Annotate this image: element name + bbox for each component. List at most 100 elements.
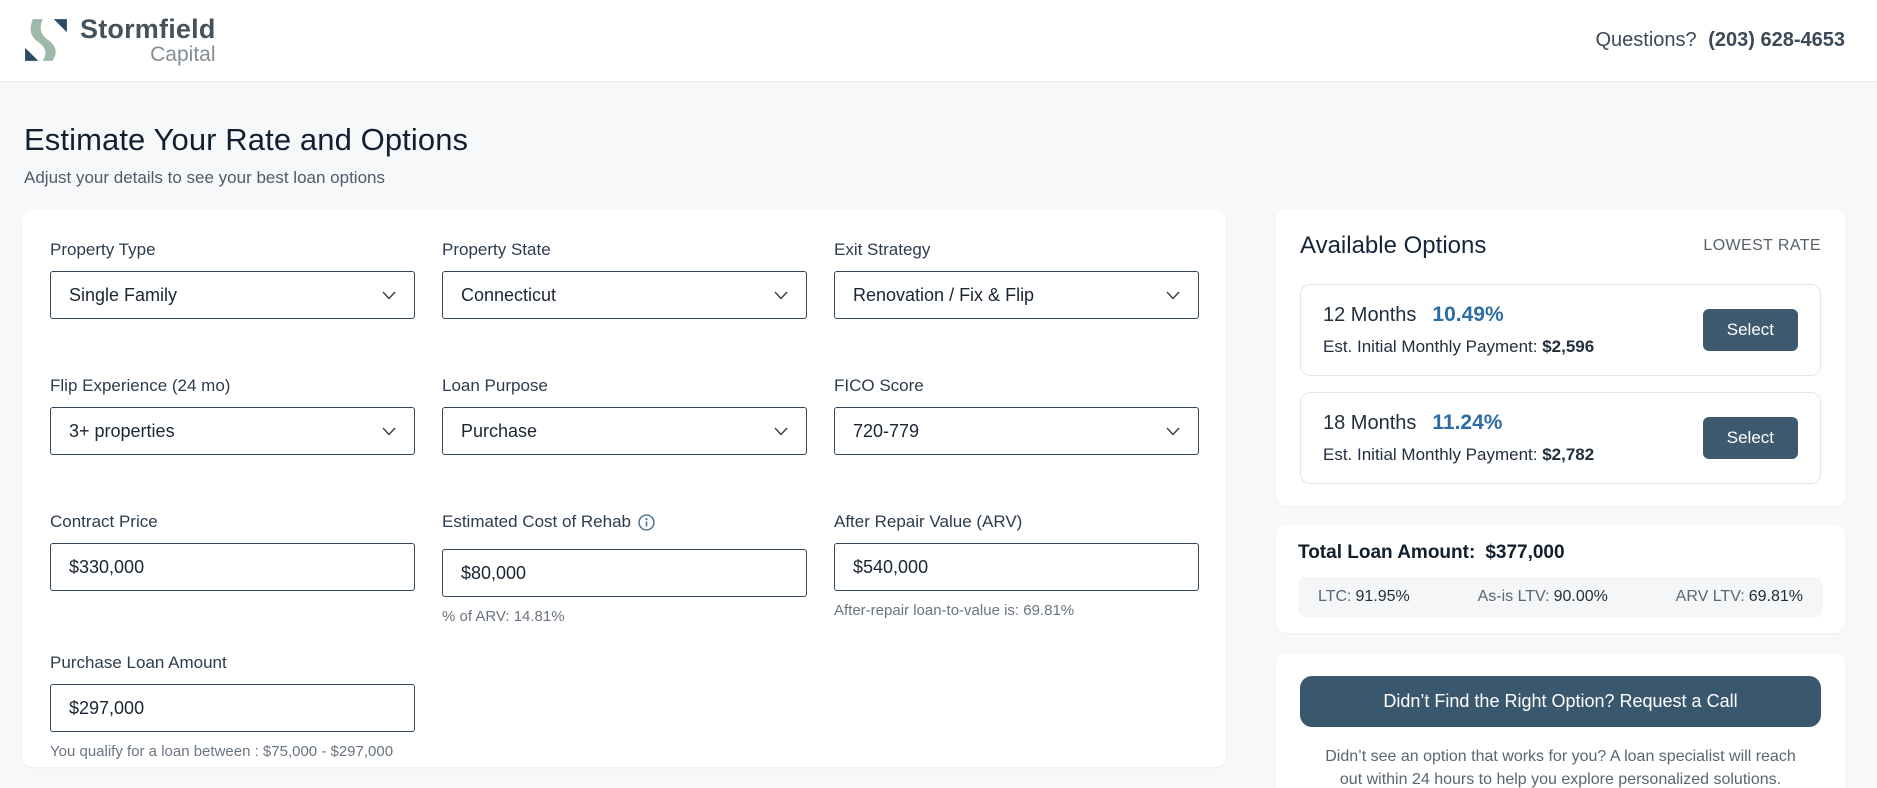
exit-strategy-select[interactable]: Renovation / Fix & Flip xyxy=(834,271,1199,319)
option-payment-label: Est. Initial Monthly Payment: xyxy=(1323,445,1538,464)
option-term-rate: 18 Months 11.24% xyxy=(1323,411,1594,435)
arv-helper: After-repair loan-to-value is: 69.81% xyxy=(834,602,1075,619)
purchase-loan-amount-label: Purchase Loan Amount xyxy=(50,653,227,672)
property-type-value: Single Family xyxy=(69,284,178,305)
brand-name-bottom: Capital xyxy=(150,43,216,67)
arv-input[interactable] xyxy=(834,543,1199,591)
metric-arv-ltv-value: 69.81% xyxy=(1748,588,1803,605)
info-icon[interactable] xyxy=(638,513,655,531)
stormfield-logo-icon xyxy=(25,19,67,62)
select-button-12-months[interactable]: Select xyxy=(1702,309,1798,351)
page-head: Estimate Your Rate and Options Adjust yo… xyxy=(0,82,1877,188)
page-title: Estimate Your Rate and Options xyxy=(24,122,469,157)
contract-price-label: Contract Price xyxy=(50,512,158,531)
available-options-card: Available Options LOWEST RATE 12 Months … xyxy=(1276,210,1845,506)
brand-name-top: Stormfield xyxy=(80,13,216,44)
metric-ltc: LTC: 91.95% xyxy=(1318,588,1410,606)
purchase-loan-amount-input[interactable] xyxy=(50,684,415,732)
field-arv: After Repair Value (ARV) After-repair lo… xyxy=(834,512,1199,625)
option-term: 12 Months xyxy=(1323,304,1417,326)
field-contract-price: Contract Price xyxy=(50,512,415,625)
rehab-cost-input[interactable] xyxy=(442,549,807,597)
brand-wordmark: Stormfield Capital xyxy=(80,13,216,67)
flip-experience-label: Flip Experience (24 mo) xyxy=(50,376,231,395)
option-payment-label: Est. Initial Monthly Payment: xyxy=(1323,337,1538,356)
metric-ltc-label: LTC: xyxy=(1318,588,1352,605)
option-term: 18 Months xyxy=(1323,412,1417,434)
rehab-cost-helper: % of ARV: 14.81% xyxy=(442,608,565,625)
loan-form-card: Property Type Single Family Property Sta… xyxy=(22,210,1226,767)
property-state-value: Connecticut xyxy=(461,284,557,305)
option-details: 18 Months 11.24% Est. Initial Monthly Pa… xyxy=(1323,411,1594,465)
flip-experience-value: 3+ properties xyxy=(69,420,175,441)
options-header: Available Options LOWEST RATE xyxy=(1300,232,1821,260)
total-loan-value: $377,000 xyxy=(1485,542,1565,563)
property-state-select[interactable]: Connecticut xyxy=(442,271,807,319)
questions-contact: Questions? (203) 628-4653 xyxy=(1595,29,1845,52)
metric-asis-ltv-value: 90.00% xyxy=(1553,588,1608,605)
option-payment-value: $2,596 xyxy=(1542,337,1595,356)
chevron-down-icon xyxy=(774,426,788,436)
option-rate: 10.49% xyxy=(1432,303,1504,326)
select-button-18-months[interactable]: Select xyxy=(1702,417,1798,459)
option-payment: Est. Initial Monthly Payment: $2,596 xyxy=(1323,337,1594,357)
property-type-label: Property Type xyxy=(50,240,156,259)
page-subtitle: Adjust your details to see your best loa… xyxy=(24,168,385,187)
flip-experience-select[interactable]: 3+ properties xyxy=(50,407,415,455)
chevron-down-icon xyxy=(1166,426,1180,436)
ltv-metrics-strip: LTC: 91.95% As-is LTV: 90.00% ARV LTV: 69.8… xyxy=(1298,577,1823,617)
option-payment-value: $2,782 xyxy=(1542,445,1595,464)
fico-score-select[interactable]: 720-779 xyxy=(834,407,1199,455)
sort-label: LOWEST RATE xyxy=(1703,237,1821,254)
rehab-cost-label-text: Estimated Cost of Rehab xyxy=(442,512,631,531)
form-row-2: Flip Experience (24 mo) 3+ properties Lo… xyxy=(50,376,1199,455)
chevron-down-icon xyxy=(1166,290,1180,300)
field-loan-purpose: Loan Purpose Purchase xyxy=(442,376,807,455)
loan-purpose-label: Loan Purpose xyxy=(442,376,548,395)
option-card-18-months: 18 Months 11.24% Est. Initial Monthly Pa… xyxy=(1300,392,1821,484)
exit-strategy-value: Renovation / Fix & Flip xyxy=(853,284,1035,305)
chevron-down-icon xyxy=(382,290,396,300)
request-call-button[interactable]: Didn’t Find the Right Option? Request a … xyxy=(1300,676,1821,727)
exit-strategy-label: Exit Strategy xyxy=(834,240,931,259)
options-column: Available Options LOWEST RATE 12 Months … xyxy=(1276,210,1845,788)
contract-price-input[interactable] xyxy=(50,543,415,591)
loan-summary-card: Total Loan Amount: $377,000 LTC: 91.95% A… xyxy=(1276,525,1845,633)
rehab-cost-label: Estimated Cost of Rehab xyxy=(442,512,807,532)
metric-arv-ltv-label: ARV LTV: xyxy=(1675,588,1745,605)
brand-logo[interactable]: Stormfield Capital xyxy=(24,13,216,67)
option-payment: Est. Initial Monthly Payment: $2,782 xyxy=(1323,445,1594,465)
form-row-1: Property Type Single Family Property Sta… xyxy=(50,240,1199,319)
metric-arv-ltv: ARV LTV: 69.81% xyxy=(1676,588,1803,606)
total-loan-amount: Total Loan Amount: $377,000 xyxy=(1298,542,1823,564)
field-exit-strategy: Exit Strategy Renovation / Fix & Flip xyxy=(834,240,1199,319)
content-area: Property Type Single Family Property Sta… xyxy=(0,188,1877,788)
arv-label: After Repair Value (ARV) xyxy=(834,512,1023,531)
fico-score-value: 720-779 xyxy=(853,420,920,441)
field-property-state: Property State Connecticut xyxy=(442,240,807,319)
metric-asis-ltv: As-is LTV: 90.00% xyxy=(1478,588,1608,606)
request-call-note: Didn’t see an option that works for you?… xyxy=(1325,748,1796,788)
metric-asis-ltv-label: As-is LTV: xyxy=(1477,588,1550,605)
field-property-type: Property Type Single Family xyxy=(50,240,415,319)
phone-link[interactable]: (203) 628-4653 xyxy=(1708,29,1845,51)
property-type-select[interactable]: Single Family xyxy=(50,271,415,319)
questions-label: Questions? xyxy=(1595,29,1697,51)
option-rate: 11.24% xyxy=(1432,411,1503,434)
option-details: 12 Months 10.49% Est. Initial Monthly Pa… xyxy=(1323,303,1594,357)
fico-score-label: FICO Score xyxy=(834,376,924,395)
option-term-rate: 12 Months 10.49% xyxy=(1323,303,1594,327)
property-state-label: Property State xyxy=(442,240,551,259)
form-row-3: Contract Price Estimated Cost of Rehab %… xyxy=(50,512,1199,625)
chevron-down-icon xyxy=(774,290,788,300)
metric-ltc-value: 91.95% xyxy=(1355,588,1410,605)
field-rehab-cost: Estimated Cost of Rehab % of ARV: 14.81% xyxy=(442,512,807,625)
options-title: Available Options xyxy=(1300,232,1487,259)
loan-purpose-value: Purchase xyxy=(461,420,538,441)
total-loan-label: Total Loan Amount: xyxy=(1298,542,1476,563)
loan-purpose-select[interactable]: Purchase xyxy=(442,407,807,455)
field-flip-experience: Flip Experience (24 mo) 3+ properties xyxy=(50,376,415,455)
chevron-down-icon xyxy=(382,426,396,436)
field-purchase-loan-amount: Purchase Loan Amount You qualify for a l… xyxy=(50,653,415,760)
